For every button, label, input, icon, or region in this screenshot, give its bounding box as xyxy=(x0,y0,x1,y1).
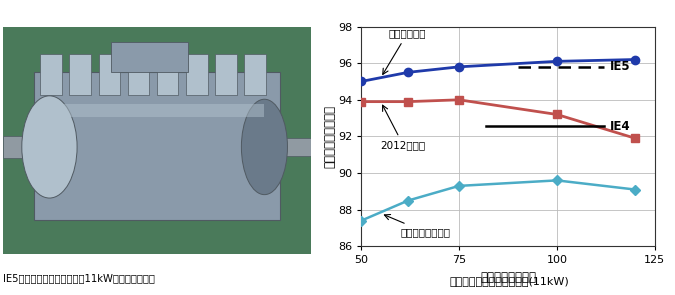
Text: IE4: IE4 xyxy=(610,120,630,133)
Polygon shape xyxy=(128,54,149,95)
Polygon shape xyxy=(280,138,326,156)
X-axis label: 負荷トルク（％）: 負荷トルク（％） xyxy=(480,271,536,284)
Text: IE5の効率レベルを達成した11kWモーター試作機: IE5の効率レベルを達成した11kWモーター試作機 xyxy=(3,273,155,283)
Polygon shape xyxy=(215,54,237,95)
Polygon shape xyxy=(70,54,91,95)
Text: IE5: IE5 xyxy=(610,60,630,73)
Polygon shape xyxy=(186,54,208,95)
Polygon shape xyxy=(40,54,61,95)
Polygon shape xyxy=(157,54,178,95)
Text: 従来誤導モーター: 従来誤導モーター xyxy=(384,214,450,237)
Polygon shape xyxy=(3,136,34,158)
Polygon shape xyxy=(99,54,120,95)
Ellipse shape xyxy=(22,96,77,198)
Text: 試作機のモーター効率比較(11kW): 試作機のモーター効率比較(11kW) xyxy=(450,276,570,286)
Polygon shape xyxy=(111,42,188,72)
Polygon shape xyxy=(34,72,280,219)
Polygon shape xyxy=(3,27,310,254)
Text: 今回の開発機: 今回の開発機 xyxy=(383,28,426,74)
Polygon shape xyxy=(49,104,265,117)
Y-axis label: モーター効率（％）: モーター効率（％） xyxy=(323,105,336,168)
Polygon shape xyxy=(244,54,266,95)
Text: 2012年発表: 2012年発表 xyxy=(381,105,426,150)
Ellipse shape xyxy=(242,99,288,195)
